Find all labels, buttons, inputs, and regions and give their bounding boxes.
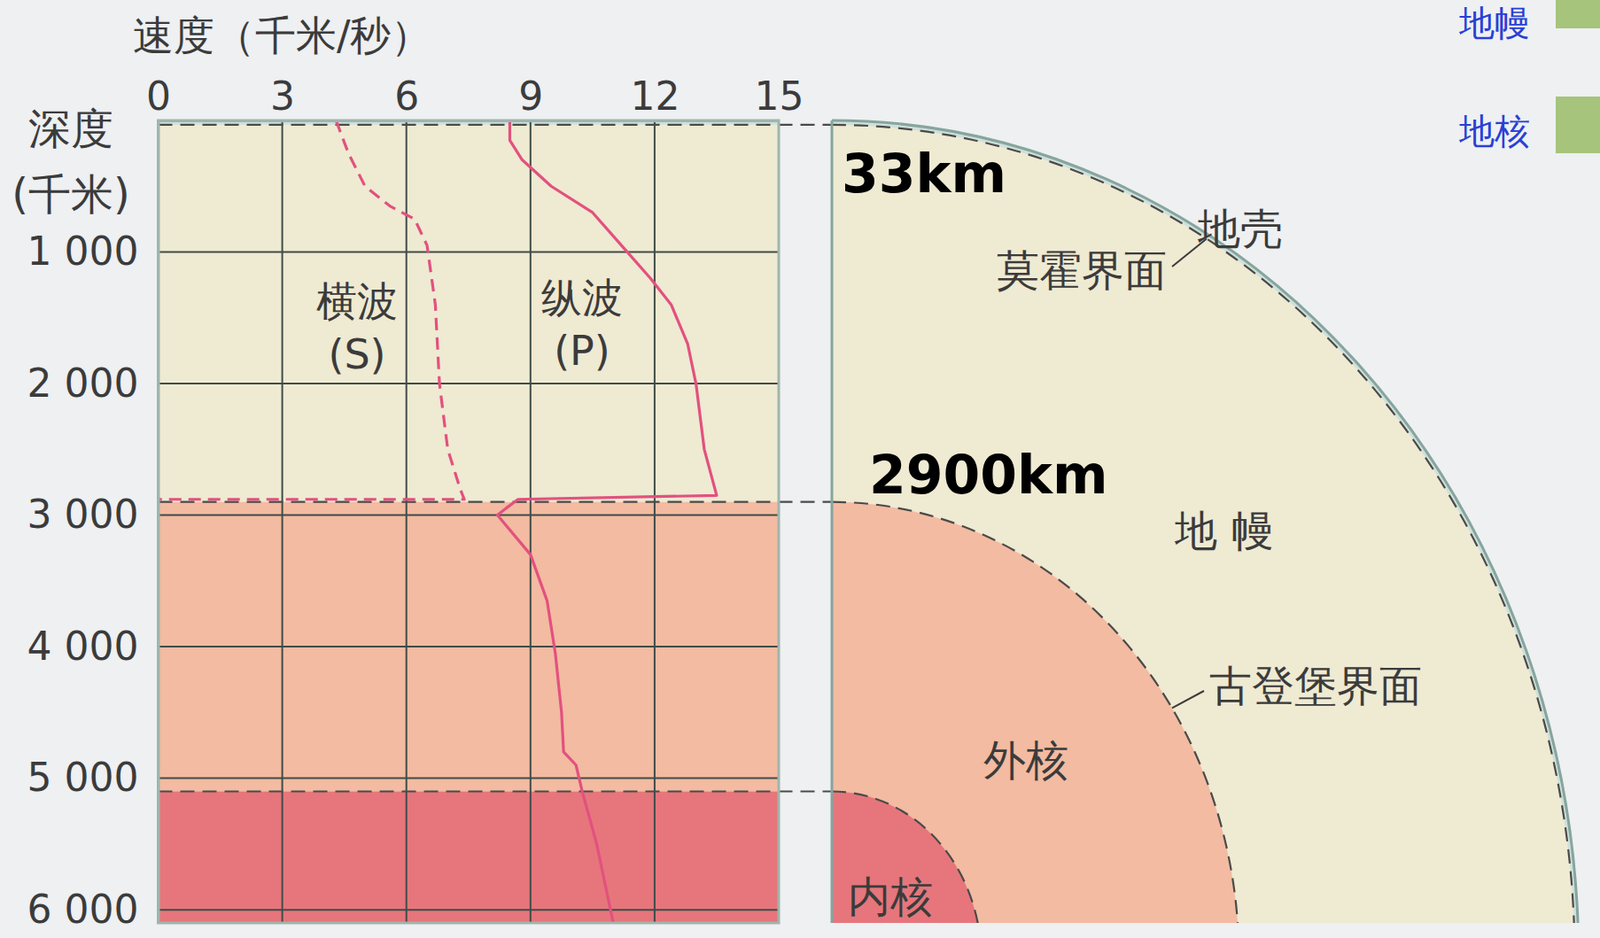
grid-line [158,645,780,648]
tick: 3 [270,73,296,121]
chart-svg: 0 3 6 9 12 15 1 000 2 000 3 000 4 000 5 000 6 000 速度… [0,0,1600,938]
leader-line [1172,691,1204,708]
x-axis: 0 3 6 9 12 15 [146,73,805,122]
layer-label: 地 幔 [1173,505,1274,556]
earth-diagram [831,120,1579,924]
tick: 12 [629,73,680,121]
boundary-line [158,501,833,504]
y-axis: 1 000 2 000 3 000 4 000 5 000 6 000 [27,121,159,933]
tick-label: 9 [518,73,544,119]
boundary-label: 莫霍界面 [996,245,1167,296]
depth-annotation: 33km [841,142,1007,205]
boundary-label: 古登堡界面 [1209,660,1422,711]
tick-label: 3 000 [27,491,140,537]
grid-line [157,120,160,924]
diagram-edge [831,120,834,924]
tick: 1 000 [27,228,159,274]
grid [158,120,780,924]
axis-line [157,121,161,925]
sidebar-item[interactable]: 地核 [1458,110,1531,152]
grid-line [158,908,780,911]
series-lines [158,120,717,924]
axis-line [158,119,780,123]
tick: 5 000 [27,754,159,800]
tick-label: 12 [629,73,680,119]
layer-band [158,502,780,793]
tick-label: 1 000 [27,228,140,274]
layer-bands [158,120,780,924]
layer-band [158,791,780,924]
layer-shell [831,502,1239,924]
series-label: 横波(S) [316,277,398,379]
tick-label: 2 000 [27,360,140,406]
sidebar-marker [1555,0,1600,29]
layer-shell [831,124,1575,924]
boundary-line [158,790,833,793]
series-line [158,120,466,500]
series-label-line: 横波 [316,277,398,326]
layer-label: 内核 [847,871,933,922]
tick: 3 000 [27,491,159,537]
layer-shell [831,120,1579,924]
tick: 6 000 [27,886,159,933]
tick: 0 [146,73,171,121]
tick: 6 [394,73,420,121]
series-label: 纵波(P) [541,273,623,375]
sidebar-item[interactable]: 地幔 [1458,2,1531,44]
layer-shell [831,791,982,924]
plot-frame [158,120,780,924]
y-axis-title-line: (千米) [11,169,130,219]
grid-line [281,120,284,924]
boundary-arc [831,502,1239,924]
grid-line [405,120,408,924]
y-axis-title: 深度 (千米) [11,103,130,219]
series-line [497,120,717,924]
series-label-line: 纵波 [541,273,623,322]
tick-label: 5 000 [27,754,140,800]
boundary-arc [831,791,982,924]
tick: 2 000 [27,360,159,406]
grid-line [653,120,656,924]
grid-line [158,382,780,385]
layer-band [158,124,780,503]
layer-label: 地壳 [1196,203,1283,254]
tick-label: 0 [146,73,171,119]
surface-arc [831,120,1579,924]
boundary-lines [158,124,833,793]
tick: 15 [754,73,805,121]
tick-label: 15 [754,73,805,119]
page: 0 3 6 9 12 15 1 000 2 000 3 000 4 000 5 000 6 000 速度… [0,0,1600,938]
layer-label: 外核 [983,735,1069,785]
x-axis-title: 速度（千米/秒） [132,11,433,60]
tick-label: 3 [270,73,296,119]
grid-line [529,120,532,924]
sidebar-marker [1555,96,1600,154]
grid-line [158,514,780,517]
series-label-line: (P) [553,326,611,375]
tick-label: 6 000 [27,886,140,933]
boundary-line [158,124,833,126]
boundary-arc [831,124,1575,924]
grid-line [158,251,780,254]
tick: 4 000 [27,623,159,669]
y-axis-title-line: 深度 [28,103,114,154]
tick: 9 [518,73,544,121]
tick-label: 4 000 [27,623,140,669]
leader-line [1172,239,1207,267]
grid-line [158,777,780,780]
series-label-line: (S) [327,330,386,379]
tick-label: 6 [394,73,420,119]
depth-annotation: 2900km [869,443,1108,506]
